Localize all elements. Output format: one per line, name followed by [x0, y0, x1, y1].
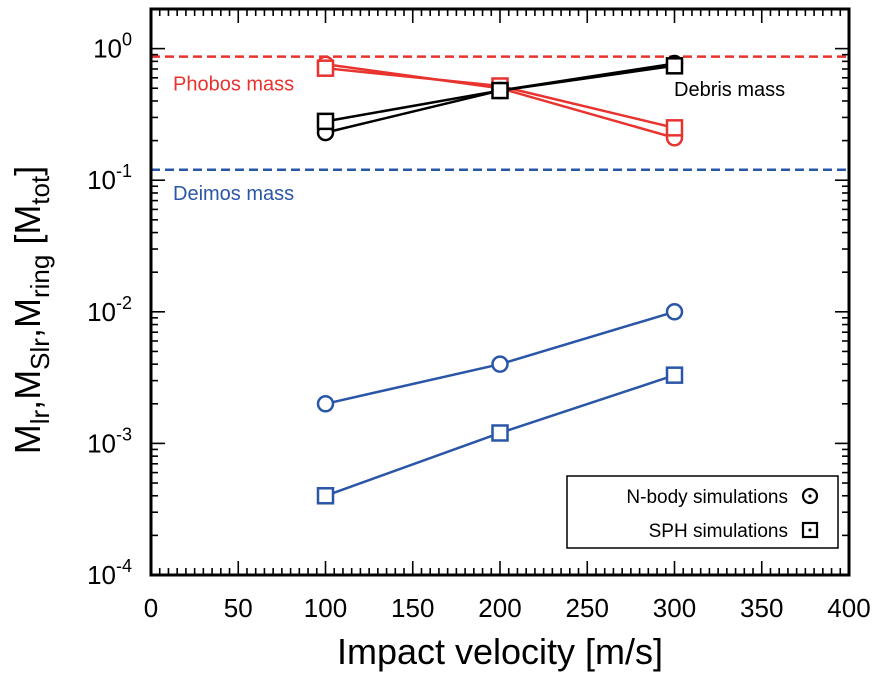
- x-tick-label: 400: [827, 593, 870, 623]
- hline-label: Phobos mass: [173, 74, 294, 96]
- x-tick-label: 300: [653, 593, 696, 623]
- x-tick-label: 250: [566, 593, 609, 623]
- y-tick-label: 100: [93, 30, 132, 64]
- hline-label: Deimos mass: [173, 183, 294, 205]
- marker-ring-circle: [491, 355, 509, 373]
- x-tick-label: 350: [740, 593, 783, 623]
- x-tick-label: 150: [391, 593, 434, 623]
- legend-marker-dot: [808, 494, 812, 498]
- x-tick-label: 50: [224, 593, 253, 623]
- y-axis-label: Mlr,MSlr,Mring [Mtot]: [7, 166, 55, 455]
- legend-label: SPH simulations: [649, 521, 788, 542]
- y-tick-label: 10-2: [87, 293, 132, 327]
- y-tick-label: 10-1: [87, 161, 132, 195]
- marker-debris-square: [316, 112, 335, 131]
- annotation-debris-mass: Debris mass: [674, 79, 785, 101]
- y-tick-label: 10-4: [87, 556, 132, 590]
- marker-phobos-square: [665, 119, 684, 137]
- marker-debris-square: [491, 81, 509, 100]
- legend-label: N-body simulations: [626, 487, 788, 508]
- marker-ring-circle: [665, 303, 684, 321]
- marker-ring-square: [665, 366, 684, 384]
- marker-ring-circle: [316, 395, 335, 413]
- marker-ring-square: [316, 487, 335, 505]
- marker-ring-square: [491, 424, 509, 442]
- marker-debris-square: [665, 57, 684, 75]
- y-tick-label: 10-3: [87, 424, 132, 458]
- legend-marker-dot: [808, 528, 812, 532]
- x-tick-label: 0: [144, 593, 158, 623]
- marker-phobos-square: [316, 59, 335, 77]
- x-tick-label: 200: [478, 593, 521, 623]
- x-tick-label: 100: [304, 593, 347, 623]
- x-axis-label: Impact velocity [m/s]: [337, 631, 663, 672]
- legend-box: [566, 475, 839, 549]
- series-line-phobos-circle: [325, 63, 675, 140]
